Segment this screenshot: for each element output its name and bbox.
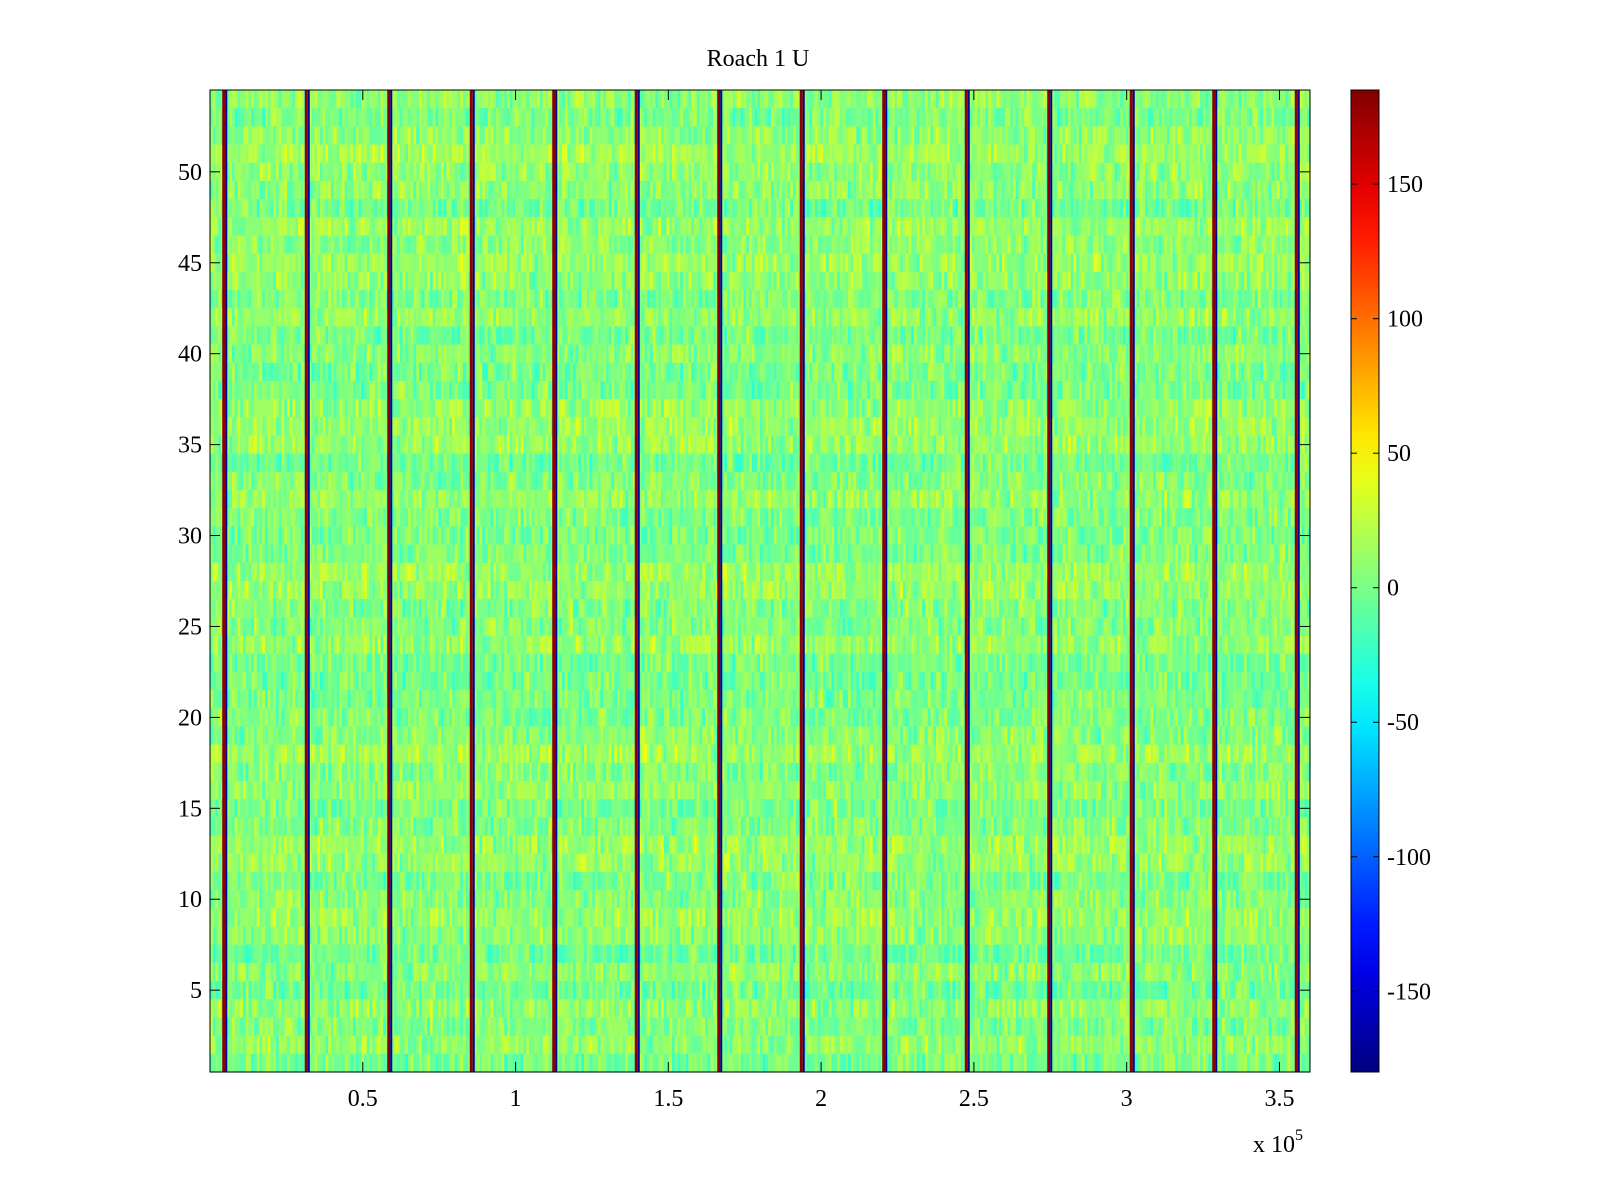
- heatmap-cells: [210, 90, 1311, 1073]
- chart-title: Roach 1 U: [707, 46, 810, 72]
- heatmap-figure: Roach 1 U 0.5 1 1.5 2 2.5 3 3.5 51015202530354…: [0, 0, 1600, 1200]
